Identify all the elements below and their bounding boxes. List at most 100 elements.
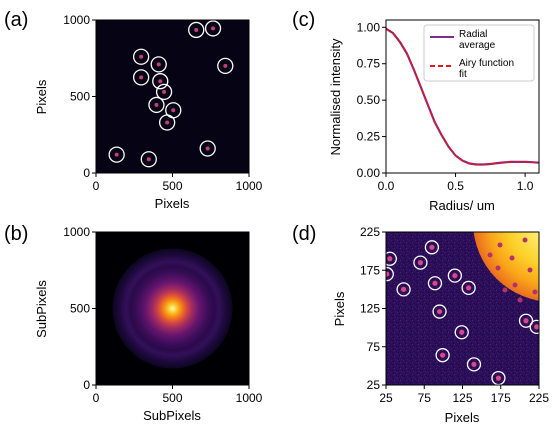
particle-circle [152, 73, 169, 90]
particle-circle [386, 266, 394, 282]
panel-label-d: (d) [292, 223, 316, 245]
series-airy-fit [386, 28, 539, 166]
particle-circle [188, 21, 205, 39]
particle-circle [132, 48, 150, 65]
particle-circle [132, 69, 150, 86]
panel-d-xlabel: Pixels [445, 410, 480, 425]
particle-spot [114, 152, 119, 157]
panel-a-image [96, 20, 249, 173]
dark-spot [502, 287, 508, 293]
dark-spot [487, 252, 493, 258]
particle-spot [459, 329, 465, 335]
panel-d-xtick-label: 75 [418, 391, 432, 405]
dark-spot [527, 267, 533, 273]
legend-label-radial-average: Radial average [459, 29, 496, 51]
particle-spot [387, 256, 393, 262]
particle-spot [386, 271, 390, 277]
panel-b-ytick-label: 500 [70, 302, 90, 316]
particle-circle [424, 240, 440, 255]
panel-label-b: (b) [4, 223, 28, 245]
particle-spot [432, 280, 438, 286]
particle-circle [150, 56, 167, 73]
panel-a-ytick-label: 1000 [63, 13, 90, 27]
panel-b-xlabel: SubPixels [143, 408, 201, 423]
particle-circle [155, 83, 173, 101]
particle-spot [400, 286, 407, 292]
dark-spot [522, 237, 528, 243]
particle-spot [211, 26, 216, 31]
dark-spot [497, 242, 503, 248]
particle-spot [223, 63, 228, 68]
panel-label-a: (a) [4, 9, 28, 31]
particle-circle [454, 325, 469, 340]
panel-b-xtick-label: 1000 [236, 391, 263, 405]
panel-c-ytick-label: 0.00 [357, 166, 381, 180]
panel-b: 0 500 1000 0 500 1000 SubPixels SubPixels [34, 225, 263, 423]
particle-spot [156, 62, 161, 67]
particle-circle [199, 140, 216, 157]
panel-d-ytick-label: 25 [367, 378, 381, 392]
panel-d-xtick-label: 25 [379, 391, 393, 405]
particle-spot [429, 244, 435, 250]
particle-spot [471, 361, 477, 367]
particle-spot [534, 324, 539, 330]
panel-c-ytick-label: 0.25 [357, 130, 381, 144]
panel-a-xtick-label: 500 [162, 179, 182, 193]
panel-d-ytick-label: 75 [367, 340, 381, 354]
panel-label-c: (c) [292, 9, 315, 31]
particle-circle [396, 282, 411, 297]
particle-spot [162, 89, 167, 94]
particle-spot [466, 285, 472, 291]
dark-spot [512, 282, 518, 288]
particle-circle [204, 20, 222, 37]
panel-c-legend: Radial average Airy function fit [423, 24, 535, 82]
particle-circle [413, 255, 428, 270]
particle-spot [194, 27, 199, 32]
particle-spot [440, 352, 446, 358]
panel-b-xtick-label: 0 [93, 391, 100, 405]
particle-circle [432, 304, 447, 319]
panel-a-ytick-label: 0 [83, 166, 90, 180]
panel-c: 0.0 0.5 1.0 0.00 0.25 0.50 0.75 1.00 Radius/ um… [328, 19, 540, 213]
panel-a-ytick-label: 500 [70, 90, 90, 104]
bright-region [473, 232, 539, 301]
particle-circle [148, 96, 165, 114]
panel-b-ylabel: SubPixels [34, 280, 49, 338]
dark-spot [532, 289, 538, 295]
particle-circle [447, 268, 463, 283]
panel-a: 0 500 1000 0 500 1000 Pixels Pixels [34, 13, 263, 211]
particle-spot [436, 308, 443, 315]
panel-a-xtick-label: 0 [93, 179, 100, 193]
particle-spot [154, 102, 159, 107]
panel-d-xtick-label: 175 [491, 391, 511, 405]
particle-spot [452, 273, 458, 279]
panel-c-xtick-label: 0.0 [378, 179, 395, 193]
particle-circle [466, 357, 482, 372]
panel-c-ytick-label: 0.75 [357, 57, 381, 71]
panel-c-xtick-label: 1.0 [517, 179, 534, 193]
panel-c-frame [385, 19, 540, 174]
panel-b-ytick-label: 1000 [63, 225, 90, 239]
panel-c-xlabel: Radius/ um [429, 198, 495, 213]
dark-spot [495, 265, 501, 271]
panel-a-xlabel: Pixels [155, 196, 190, 211]
panel-a-ylabel: Pixels [34, 79, 49, 114]
dark-spot [517, 297, 523, 303]
panel-d-ytick-label: 125 [360, 302, 380, 316]
airy-spot [112, 248, 233, 369]
particle-circle [386, 251, 397, 266]
panel-c-ytick-label: 0.50 [357, 93, 381, 107]
panel-d-ylabel: Pixels [332, 291, 347, 326]
panel-a-xtick-label: 1000 [236, 179, 263, 193]
panel-c-ytick-label: 1.00 [357, 20, 381, 34]
particle-spot [139, 54, 144, 59]
particle-circle [529, 319, 539, 335]
panel-d: 25 75 125 175 225 25 75 125 175 225 Pixels Pixels [332, 225, 549, 425]
particle-spot [158, 79, 163, 84]
panel-d-ytick-label: 225 [360, 225, 380, 239]
particle-circle [427, 276, 443, 291]
particle-spot [146, 157, 151, 162]
particle-circle [158, 114, 176, 131]
particle-spot [165, 120, 170, 125]
particle-circle [108, 146, 125, 163]
